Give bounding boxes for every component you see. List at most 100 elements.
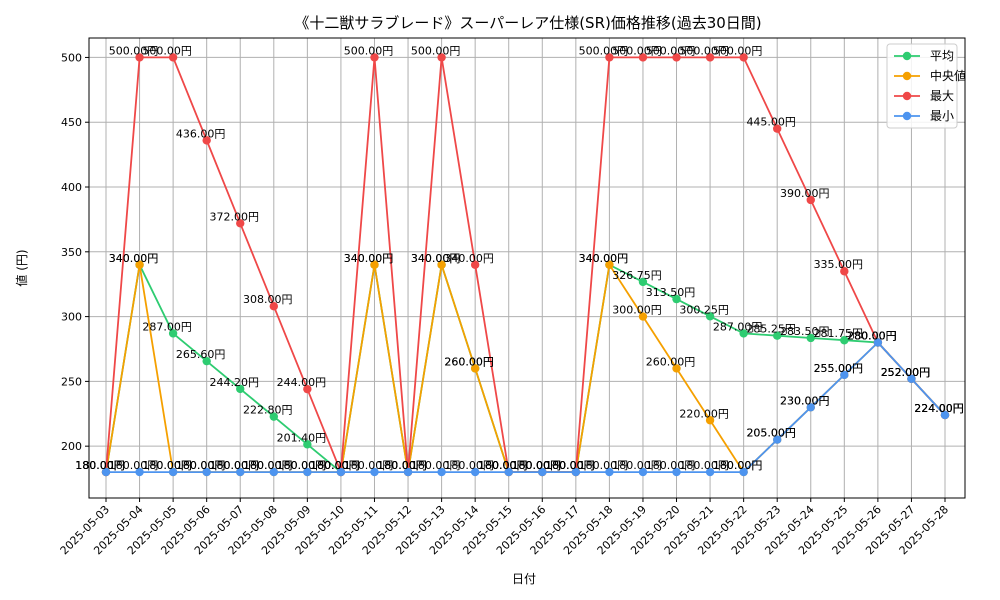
series-point — [269, 467, 278, 477]
data-label: 180.00円 — [277, 459, 327, 472]
data-label: 230.00円 — [780, 394, 830, 407]
series-point — [403, 467, 413, 477]
series-point — [672, 294, 681, 304]
series-point — [940, 410, 950, 420]
data-label: 222.80円 — [243, 404, 293, 417]
data-label: 500.00円 — [344, 44, 394, 57]
series-point — [470, 364, 480, 373]
series-point — [739, 53, 748, 62]
series-point — [336, 467, 346, 477]
series-point — [638, 53, 648, 62]
legend-label: 最小 — [930, 109, 954, 123]
data-label: 300.25円 — [679, 303, 729, 316]
series-point — [605, 467, 614, 477]
data-label: 180.00円 — [109, 459, 159, 472]
legend-box — [886, 43, 958, 129]
data-label: 180.00円 — [377, 459, 427, 472]
data-label: 180.00円 — [310, 459, 360, 472]
data-label: 180.00円 — [545, 459, 595, 472]
series-point — [236, 219, 245, 228]
data-label: 205.00円 — [746, 427, 796, 440]
series-point — [638, 277, 648, 287]
data-label: 180.00円 — [75, 459, 125, 472]
data-label: 180.00円 — [545, 459, 595, 472]
data-label: 180.00円 — [512, 459, 562, 472]
series-point — [840, 336, 849, 345]
y-tick-label: 350 — [61, 246, 82, 259]
y-tick-label: 250 — [61, 375, 82, 388]
data-label: 180.00円 — [243, 459, 293, 472]
data-label: 260.00円 — [444, 355, 494, 368]
data-label: 500.00円 — [109, 44, 159, 57]
series-point — [168, 329, 178, 338]
y-axis: 200 250 300 350 400 450 500 — [61, 51, 89, 453]
data-label: 180.00円 — [713, 459, 763, 472]
data-label: 252.00円 — [881, 366, 931, 379]
data-label: 255.00円 — [814, 362, 864, 375]
data-label: 180.00円 — [411, 459, 461, 472]
data-label: 180.00円 — [545, 459, 595, 472]
data-label: 180.00円 — [377, 459, 427, 472]
series-point — [370, 53, 379, 62]
data-label: 244.00円 — [277, 376, 327, 389]
data-label: 180.00円 — [478, 459, 528, 472]
data-label: 280.00円 — [847, 330, 897, 343]
data-label: 255.00円 — [814, 362, 864, 375]
data-label: 265.60円 — [176, 348, 226, 361]
series-point — [236, 384, 245, 394]
data-label: 224.00円 — [914, 402, 964, 415]
data-label: 280.00円 — [847, 330, 897, 343]
data-label: 201.40円 — [277, 431, 327, 444]
series-point — [303, 440, 312, 449]
series-group — [101, 53, 950, 477]
series-point — [202, 136, 211, 145]
data-label: 180.00円 — [142, 459, 192, 472]
data-label: 180.00円 — [243, 459, 293, 472]
y-axis-label: 値 (円) — [14, 249, 29, 286]
series-point — [806, 333, 815, 343]
legend-label: 最大 — [930, 89, 954, 103]
data-label: 500.00円 — [679, 44, 729, 57]
series-point — [168, 53, 178, 62]
series-point — [538, 467, 547, 477]
series-point — [773, 331, 782, 340]
data-label: 252.00円 — [881, 366, 931, 379]
data-label: 180.00円 — [176, 459, 226, 472]
y-tick-label: 300 — [61, 311, 82, 324]
data-label: 500.00円 — [646, 44, 696, 57]
data-label: 335.00円 — [814, 258, 864, 271]
data-label: 340.00円 — [344, 252, 394, 265]
data-label: 180.00円 — [579, 459, 629, 472]
data-label: 285.25円 — [746, 323, 796, 336]
data-label: 180.00円 — [444, 459, 494, 472]
data-label: 283.50円 — [780, 325, 830, 338]
data-label: 180.00円 — [75, 459, 125, 472]
data-label: 180.00円 — [310, 459, 360, 472]
legend-label: 中央値 — [930, 68, 966, 83]
legend-swatch-marker — [902, 111, 912, 121]
data-label: 180.00円 — [545, 459, 595, 472]
series-point — [168, 467, 178, 477]
data-label: 280.00円 — [847, 330, 897, 343]
data-label: 180.00円 — [512, 459, 562, 472]
series-point — [840, 370, 849, 380]
series-point — [437, 53, 446, 62]
data-label: 252.00円 — [881, 366, 931, 379]
data-label: 180.00円 — [209, 459, 259, 472]
y-tick-label: 400 — [61, 181, 82, 194]
legend-label: 平均 — [930, 49, 954, 63]
data-label: 500.00円 — [612, 44, 662, 57]
data-label: 287.00円 — [142, 320, 192, 333]
x-axis-label: 日付 — [512, 572, 536, 586]
data-labels: 180.00円 340.00円 287.00円 265.60円 244.20円 222.8… — [75, 44, 964, 472]
data-label: 180.00円 — [478, 459, 528, 472]
series-point — [269, 302, 278, 311]
data-label: 180.00円 — [75, 459, 125, 472]
data-label: 326.75円 — [612, 269, 662, 282]
series-point — [672, 364, 681, 373]
series-point — [840, 267, 849, 276]
legend-swatch-marker — [902, 51, 912, 61]
series-point — [202, 356, 211, 366]
